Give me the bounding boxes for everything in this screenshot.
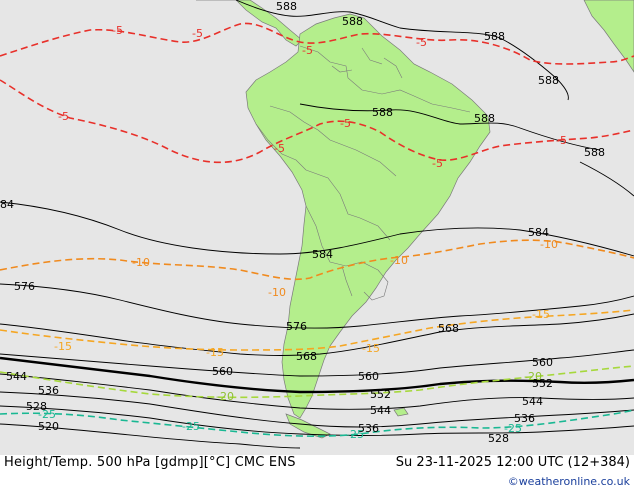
height-label: 536 [358,422,379,435]
contour-588-south [579,161,634,197]
height-label: 568 [296,350,317,363]
land [196,0,634,439]
height-label: 528 [488,432,509,445]
height-label: 544 [6,370,27,383]
credit-link[interactable]: ©weatheronline.co.uk [507,475,630,488]
contour-588-mid [299,103,601,151]
height-labels: 588 588 588 588 588 588 588 84 584 584 5… [0,0,605,445]
temp-contour-m10 [0,239,634,281]
temp-label: -10 [268,286,286,299]
height-label: 520 [38,420,59,433]
contour-536 [0,391,634,428]
temp-label: -15 [206,346,224,359]
temp-label: -5 [302,44,313,57]
temp-contour-m25 [0,409,634,437]
height-label: 576 [286,320,307,333]
height-label: 560 [212,365,233,378]
temp-label: -5 [432,157,443,170]
temp-label: -20 [216,390,234,403]
temp-label: -25 [182,420,200,433]
temp-label: -15 [362,342,380,355]
height-label: 544 [370,404,391,417]
height-label: 584 [528,226,549,239]
height-label: 536 [514,412,535,425]
temp-contour-m5-south [0,79,634,164]
temp-label: -5 [58,110,69,123]
contour-544 [0,373,634,410]
height-label: 576 [14,280,35,293]
temp-label: -25 [38,408,56,421]
temp-label: -5 [340,117,351,130]
height-label: 552 [370,388,391,401]
temp-label: -10 [132,256,150,269]
contour-588-north [235,0,569,101]
temp-label: -15 [54,340,72,353]
height-label: 552 [532,377,553,390]
falkland-islands [393,407,409,417]
height-label: 568 [438,322,459,335]
tierra-del-fuego [285,413,331,439]
valid-time: Su 23-11-2025 12:00 UTC (12+384) [395,455,630,470]
contour-568 [0,313,634,356]
height-label: 84 [0,198,14,211]
temp-label: -10 [540,238,558,251]
temp-label: -10 [390,254,408,267]
caption-bar: Height/Temp. 500 hPa [gdmp][°C] CMC ENS … [0,455,634,490]
height-label: 560 [532,356,553,369]
contour-520 [0,423,301,449]
south-america [245,13,491,419]
height-label: 528 [26,400,47,413]
africa-corner [583,0,634,73]
central-america [196,0,303,47]
temp-labels: -5 -5 -5 -5 -5 -5 -5 -5 -5 -10 -10 -10 -… [38,24,567,441]
temp-label: -15 [532,308,550,321]
height-label: 588 [538,74,559,87]
map-title: Height/Temp. 500 hPa [gdmp][°C] CMC ENS [4,455,296,470]
temp-label: -5 [416,36,427,49]
height-label: 536 [38,384,59,397]
height-label: 560 [358,370,379,383]
temp-contours [0,22,634,437]
height-label: 588 [584,146,605,159]
temp-contour-m20 [0,365,634,399]
temp-label: -25 [504,422,522,435]
height-label: 588 [342,15,363,28]
contour-576 [0,283,634,329]
contour-560 [0,349,634,377]
temp-label: -5 [274,142,285,155]
country-borders [255,45,471,301]
temp-contour-m15 [0,309,634,351]
height-label: 588 [372,106,393,119]
temp-label: -5 [192,27,203,40]
contour-552 [0,356,634,394]
height-label: 544 [522,395,543,408]
height-contours [0,0,634,449]
temp-label: -25 [346,428,364,441]
temp-label: -5 [112,24,123,37]
temp-contour-m5-north [0,22,634,65]
contour-584 [0,201,634,257]
height-label: 588 [474,112,495,125]
weather-map: 588 588 588 588 588 588 588 84 584 584 5… [0,0,634,449]
height-label: 588 [484,30,505,43]
temp-label: -5 [556,134,567,147]
height-label: 588 [276,0,297,13]
temp-label: -20 [524,370,542,383]
height-label: 584 [312,248,333,261]
